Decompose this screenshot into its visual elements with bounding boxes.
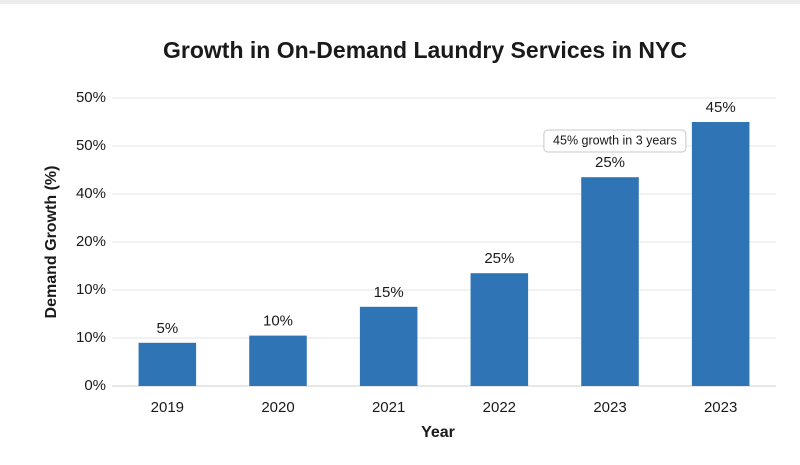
annotation: 45% growth in 3 years xyxy=(553,133,677,147)
x-tick-label: 2022 xyxy=(483,399,516,416)
x-tick-label: 2019 xyxy=(151,399,184,416)
x-tick-label: 2023 xyxy=(593,399,626,416)
bar xyxy=(691,122,750,386)
bar-label: 5% xyxy=(156,320,178,337)
bar-label: 15% xyxy=(374,284,404,301)
x-tick-label: 2021 xyxy=(372,399,405,416)
bar-label: 45% xyxy=(706,99,736,116)
y-tick-label: 10% xyxy=(76,281,106,298)
y-tick-label: 40% xyxy=(76,185,106,202)
bar xyxy=(138,342,197,386)
x-tick-label: 2023 xyxy=(704,399,737,416)
bar-label: 25% xyxy=(484,250,514,267)
x-tick-label: 2020 xyxy=(261,399,294,416)
bar xyxy=(470,273,529,386)
top-edge xyxy=(0,0,800,4)
y-tick-label: 50% xyxy=(76,89,106,106)
bar xyxy=(581,177,639,386)
bar xyxy=(249,335,307,386)
bar xyxy=(359,306,418,386)
y-tick-label: 50% xyxy=(76,137,106,154)
y-tick-label: 10% xyxy=(76,329,106,346)
chart-title: Growth in On-Demand Laundry Services in … xyxy=(163,37,687,63)
bar-label: 25% xyxy=(595,154,625,171)
y-tick-label: 20% xyxy=(76,233,106,250)
x-axis-label: Year xyxy=(421,424,455,441)
bar-label: 10% xyxy=(263,313,293,330)
y-tick-label: 0% xyxy=(84,377,106,394)
annotation-box xyxy=(543,129,687,153)
y-axis-label: Demand Growth (%) xyxy=(43,166,60,319)
